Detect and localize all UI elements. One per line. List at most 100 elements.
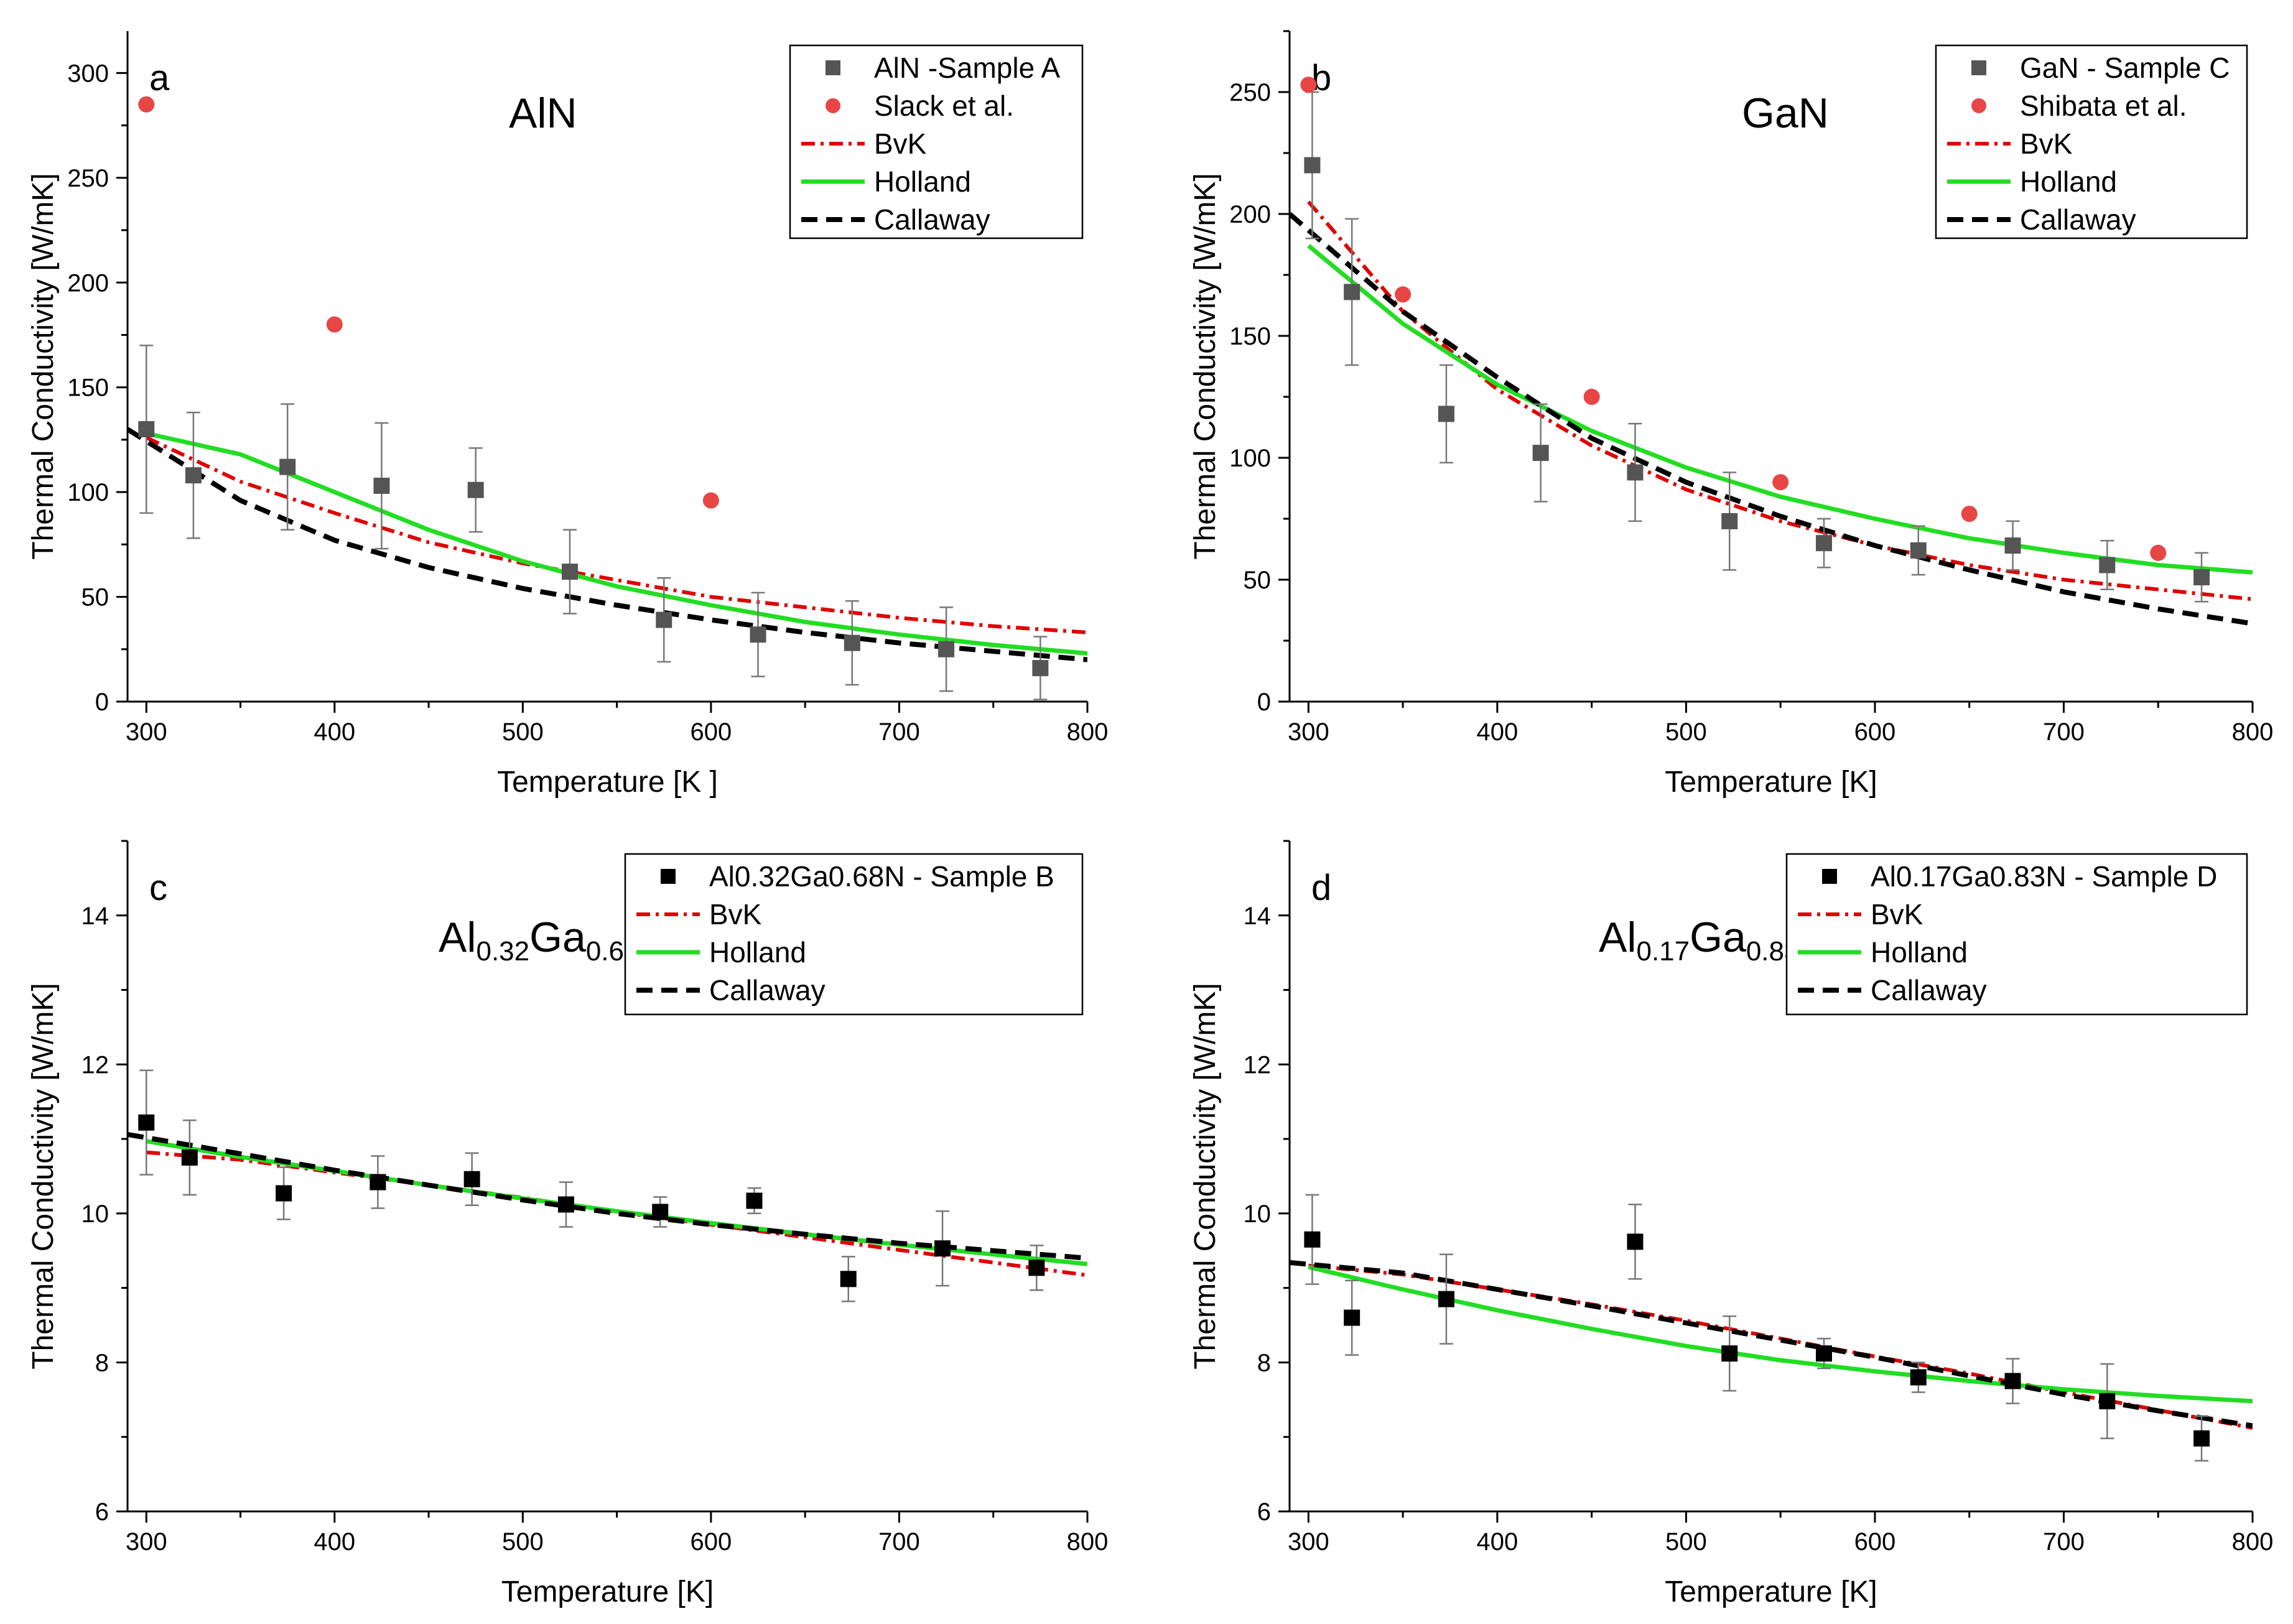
x-tick-label: 400: [314, 1528, 355, 1556]
data-point-slack-et-al-: [138, 96, 155, 113]
y-axis-label: Thermal Conductivity [W/mK]: [1189, 983, 1222, 1369]
data-point-gan-sample-c: [1438, 406, 1454, 422]
data-point-al0-17ga0-83n-sample-d: [2099, 1393, 2116, 1409]
series-line-holland: [1308, 1264, 2253, 1404]
panel-letter: d: [1311, 868, 1331, 908]
data-point-gan-sample-c: [1910, 542, 1927, 559]
x-tick-label: 600: [691, 1528, 732, 1556]
legend-b: GaN - Sample C Shibata et al. BvK Holland Ca…: [1935, 44, 2248, 239]
series-line-bvk: [1308, 1263, 2253, 1430]
title-part: AlN: [509, 90, 577, 137]
legend-label: Callaway: [874, 203, 990, 236]
data-point-gan-sample-c: [1627, 464, 1644, 481]
series-line-holland: [1307, 244, 2253, 575]
x-tick-label: 500: [1665, 1528, 1707, 1556]
data-point-gan-sample-c: [2193, 569, 2210, 586]
data-point-aln-sample-a: [561, 564, 578, 580]
data-point-al0-32ga0-68n-sample-b: [181, 1149, 198, 1166]
x-axis-label: Temperature [K]: [1665, 766, 1877, 799]
x-tick-label: 700: [2043, 718, 2085, 746]
legend-a: AlN -Sample A Slack et al. BvK Holland Calla…: [789, 44, 1084, 239]
data-point-al0-17ga0-83n-sample-d: [1721, 1345, 1738, 1362]
data-point-al0-17ga0-83n-sample-d: [2004, 1373, 2021, 1390]
data-point-al0-17ga0-83n-sample-d: [1344, 1309, 1360, 1326]
data-point-al0-17ga0-83n-sample-d: [1815, 1345, 1832, 1362]
series-line-holland: [146, 431, 1087, 656]
legend-c: Al0.32Ga0.68N - Sample B BvK Holland Callaw…: [624, 853, 1084, 1016]
data-point-aln-sample-a: [750, 626, 766, 643]
legend-label: Holland: [1871, 936, 1968, 968]
y-tick-label: 100: [67, 479, 109, 506]
data-point-gan-sample-c: [1304, 157, 1321, 174]
title-subscript: 0.32: [476, 936, 529, 967]
panel-title: GaN: [1742, 90, 1829, 137]
x-tick-label: 400: [314, 718, 355, 746]
data-point-al0-17ga0-83n-sample-d: [1910, 1369, 1927, 1386]
legend-label: GaN - Sample C: [2020, 52, 2230, 84]
data-point-al0-32ga0-68n-sample-b: [463, 1171, 480, 1187]
legend-label: Al0.17Ga0.83N - Sample D: [1871, 860, 2217, 893]
y-tick-label: 12: [81, 1051, 109, 1079]
data-point-al0-32ga0-68n-sample-b: [370, 1174, 386, 1190]
y-tick-label: 6: [1257, 1498, 1271, 1526]
x-tick-label: 600: [1854, 718, 1896, 746]
y-tick-label: 250: [1229, 79, 1271, 106]
y-axis-label: Thermal Conductivity [W/mK]: [27, 983, 60, 1369]
y-axis-label: Thermal Conductivity [W/mK]: [1189, 173, 1222, 559]
data-point-aln-sample-a: [938, 641, 955, 657]
y-tick-label: 50: [81, 584, 109, 611]
y-tick-label: 100: [1229, 445, 1271, 472]
series-line-bvk: [146, 435, 1087, 634]
plot-area: [128, 1069, 1087, 1302]
y-tick-label: 12: [1244, 1051, 1272, 1079]
legend-label: BvK: [1871, 898, 1923, 930]
x-axis-label: Temperature [K]: [1665, 1575, 1877, 1608]
legend-label: Callaway: [1871, 974, 1987, 1006]
panel-c: 300 400 500 600 700 800 6 8 10 12 14 Temperature [K…: [27, 840, 1108, 1608]
y-tick-label: 8: [95, 1349, 109, 1376]
data-point-gan-sample-c: [1721, 513, 1738, 529]
title-part: GaN: [1742, 90, 1829, 137]
data-point-aln-sample-a: [373, 478, 390, 494]
data-point-slack-et-al-: [326, 316, 343, 333]
data-point-aln-sample-a: [467, 481, 484, 498]
data-point-al0-32ga0-68n-sample-b: [557, 1196, 574, 1213]
x-tick-label: 400: [1477, 1528, 1519, 1556]
data-point-al0-17ga0-83n-sample-d: [1438, 1291, 1454, 1307]
y-tick-label: 0: [95, 689, 109, 716]
data-point-al0-32ga0-68n-sample-b: [652, 1204, 669, 1220]
data-point-al0-32ga0-68n-sample-b: [746, 1192, 763, 1209]
x-tick-label: 700: [878, 718, 920, 746]
panel-b: 300 400 500 600 700 800 0 50 100 150 200 250 Tempera…: [1189, 30, 2273, 799]
data-point-gan-sample-c: [2099, 557, 2116, 573]
data-point-al0-32ga0-68n-sample-b: [934, 1240, 951, 1257]
series-line-callaway: [1290, 1260, 2253, 1429]
series-line-callaway: [128, 427, 1087, 662]
data-point-al0-32ga0-68n-sample-b: [840, 1271, 857, 1288]
legend-swatch-circle: [1971, 98, 1986, 113]
y-tick-label: 10: [1244, 1200, 1272, 1228]
legend-label: Callaway: [709, 974, 826, 1006]
panel-letter: c: [149, 868, 167, 908]
legend-swatch-square: [826, 60, 840, 75]
panel-title: AlN: [509, 90, 577, 137]
x-tick-label: 700: [878, 1528, 920, 1556]
y-axis-label: Thermal Conductivity [W/mK]: [27, 173, 60, 559]
legend-label: AlN -Sample A: [874, 52, 1060, 84]
plot-area: [1290, 77, 2253, 626]
legend-label: Holland: [2020, 165, 2117, 198]
title-part: Ga: [529, 914, 586, 961]
x-tick-label: 300: [1288, 718, 1329, 746]
data-point-gan-sample-c: [1344, 284, 1360, 300]
x-tick-label: 300: [126, 1528, 167, 1556]
y-tick-label: 150: [1229, 323, 1271, 350]
data-point-gan-sample-c: [1815, 535, 1832, 552]
data-point-aln-sample-a: [656, 611, 672, 628]
data-point-al0-17ga0-83n-sample-d: [1627, 1233, 1644, 1250]
legend-label: Holland: [709, 936, 806, 968]
data-point-shibata-et-al-: [2150, 544, 2167, 561]
y-tick-label: 300: [67, 60, 109, 87]
x-tick-label: 300: [126, 718, 167, 746]
